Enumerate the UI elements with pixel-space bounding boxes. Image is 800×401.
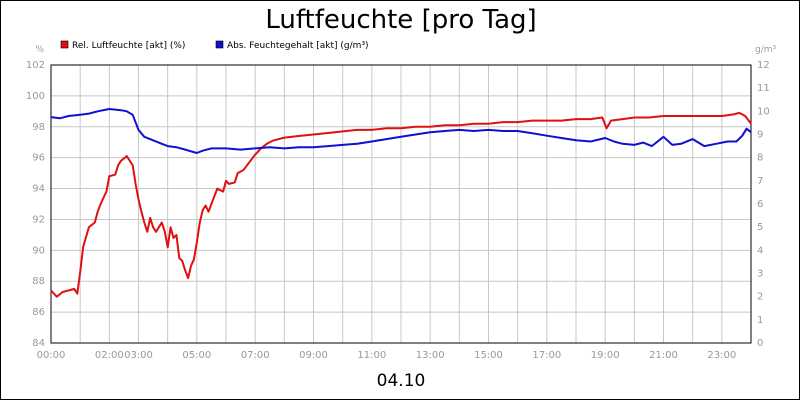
x-tick-label: 05:00 [182, 350, 211, 361]
x-tick-label: 02:00 [95, 350, 124, 361]
x-tick-label: 23:00 [707, 350, 736, 361]
y-right-tick-label: 7 [757, 176, 763, 187]
y-right-tick-label: 11 [757, 83, 770, 94]
x-tick-label: 07:00 [241, 350, 270, 361]
legend-swatch-abs-humidity [215, 40, 224, 49]
y-left-tick-label: 102 [26, 60, 45, 71]
legend-label-rel-humidity: Rel. Luftfeuchte [akt] (%) [72, 41, 185, 51]
y-right-tick-label: 3 [757, 269, 763, 280]
y-left-tick-label: 94 [32, 184, 45, 195]
legend-item-abs-humidity: Abs. Feuchtegehalt [akt] (g/m³) [215, 40, 369, 51]
y-right-tick-label: 8 [757, 153, 763, 164]
y-left-tick-label: 88 [32, 276, 45, 287]
x-tick-label: 03:00 [124, 350, 153, 361]
y-right-tick-label: 2 [757, 292, 763, 303]
y-left-tick-label: 90 [32, 245, 45, 256]
x-tick-label: 11:00 [357, 350, 386, 361]
y-left-tick-label: 98 [32, 122, 45, 133]
y-left-unit: % [35, 45, 44, 55]
x-tick-label: 15:00 [474, 350, 503, 361]
tick-labels: 8486889092949698100102012345678910111200… [26, 60, 770, 361]
grid [51, 65, 751, 343]
legend-item-rel-humidity: Rel. Luftfeuchte [akt] (%) [60, 40, 185, 51]
series-line-abs-humidity [50, 108, 752, 154]
y-right-tick-label: 9 [757, 130, 763, 141]
x-tick-label: 13:00 [416, 350, 445, 361]
x-tick-label: 21:00 [649, 350, 678, 361]
x-axis-label: 04.10 [377, 371, 426, 391]
y-right-tick-label: 1 [757, 315, 763, 326]
y-left-tick-label: 100 [26, 91, 45, 102]
y-right-tick-label: 0 [757, 338, 763, 349]
y-left-tick-label: 92 [32, 214, 45, 225]
y-right-unit: g/m³ [755, 45, 777, 55]
legend-swatch-rel-humidity [60, 40, 69, 49]
y-left-tick-label: 96 [32, 153, 45, 164]
y-right-tick-label: 4 [757, 245, 763, 256]
legend-label-abs-humidity: Abs. Feuchtegehalt [akt] (g/m³) [227, 41, 369, 51]
x-tick-label: 17:00 [532, 350, 561, 361]
legend: Rel. Luftfeuchte [akt] (%) Abs. Feuchteg… [60, 40, 369, 51]
y-left-tick-label: 86 [32, 307, 45, 318]
chart-title: Luftfeuchte [pro Tag] [265, 5, 536, 35]
series-layer [50, 108, 752, 298]
series-line-rel-humidity [50, 111, 752, 298]
y-right-tick-label: 6 [757, 199, 763, 210]
x-tick-label: 09:00 [299, 350, 328, 361]
y-right-tick-label: 5 [757, 222, 763, 233]
y-left-tick-label: 84 [32, 338, 45, 349]
y-right-tick-label: 10 [757, 106, 770, 117]
y-right-tick-label: 12 [757, 60, 770, 71]
x-tick-label: 00:00 [37, 350, 66, 361]
x-tick-label: 19:00 [591, 350, 620, 361]
plot-border [50, 64, 752, 344]
